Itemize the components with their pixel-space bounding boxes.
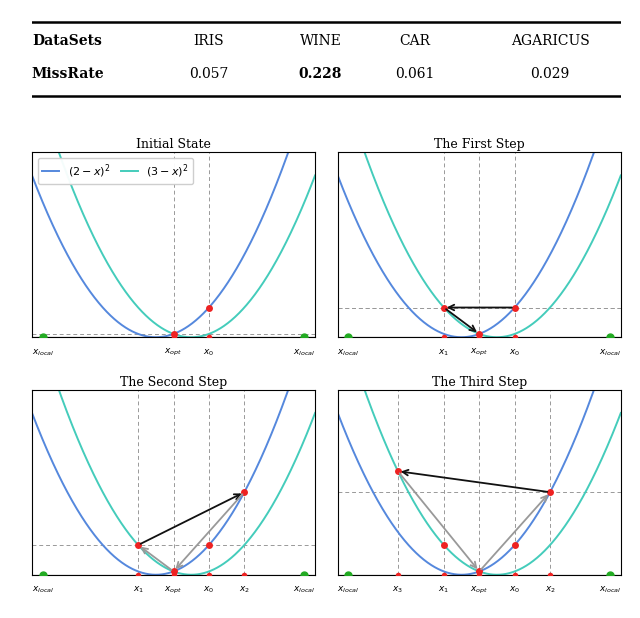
Text: $x_{local}$: $x_{local}$ (337, 585, 360, 595)
Text: $x_{local}$: $x_{local}$ (31, 347, 54, 358)
Text: $x_{local}$: $x_{local}$ (337, 347, 360, 358)
Text: $x_{opt}$: $x_{opt}$ (470, 347, 488, 358)
Text: 0.061: 0.061 (395, 67, 435, 81)
Text: 0.228: 0.228 (299, 67, 342, 81)
Text: $x_{local}$: $x_{local}$ (31, 585, 54, 595)
Text: CAR: CAR (399, 34, 430, 48)
Text: $x_0$: $x_0$ (509, 347, 520, 358)
Text: $x_2$: $x_2$ (239, 585, 250, 595)
Text: $x_{local}$: $x_{local}$ (293, 347, 316, 358)
Text: $x_0$: $x_0$ (204, 585, 214, 595)
Text: IRIS: IRIS (193, 34, 224, 48)
Text: $x_{local}$: $x_{local}$ (599, 585, 621, 595)
Text: 0.029: 0.029 (531, 67, 570, 81)
Text: $x_0$: $x_0$ (509, 585, 520, 595)
Text: MissRate: MissRate (31, 67, 104, 81)
Text: $x_0$: $x_0$ (204, 347, 214, 358)
Title: Initial State: Initial State (136, 138, 211, 151)
Text: $x_{local}$: $x_{local}$ (293, 585, 316, 595)
Text: $x_1$: $x_1$ (438, 347, 449, 358)
Title: The Second Step: The Second Step (120, 376, 227, 389)
Text: $x_2$: $x_2$ (545, 585, 556, 595)
Text: 0.057: 0.057 (189, 67, 228, 81)
Text: AGARICUS: AGARICUS (511, 34, 589, 48)
Legend: $(2 - x)^2$, $(3 - x)^2$: $(2 - x)^2$, $(3 - x)^2$ (38, 158, 193, 184)
Text: WINE: WINE (300, 34, 342, 48)
Title: The First Step: The First Step (434, 138, 525, 151)
Title: The Third Step: The Third Step (431, 376, 527, 389)
Text: $x_{opt}$: $x_{opt}$ (164, 585, 182, 596)
Text: DataSets: DataSets (33, 34, 102, 48)
Text: $x_3$: $x_3$ (392, 585, 403, 595)
Text: $x_{local}$: $x_{local}$ (599, 347, 621, 358)
Text: $x_{opt}$: $x_{opt}$ (470, 585, 488, 596)
Text: $x_{opt}$: $x_{opt}$ (164, 347, 182, 358)
Text: $x_1$: $x_1$ (438, 585, 449, 595)
Text: $x_1$: $x_1$ (132, 585, 144, 595)
